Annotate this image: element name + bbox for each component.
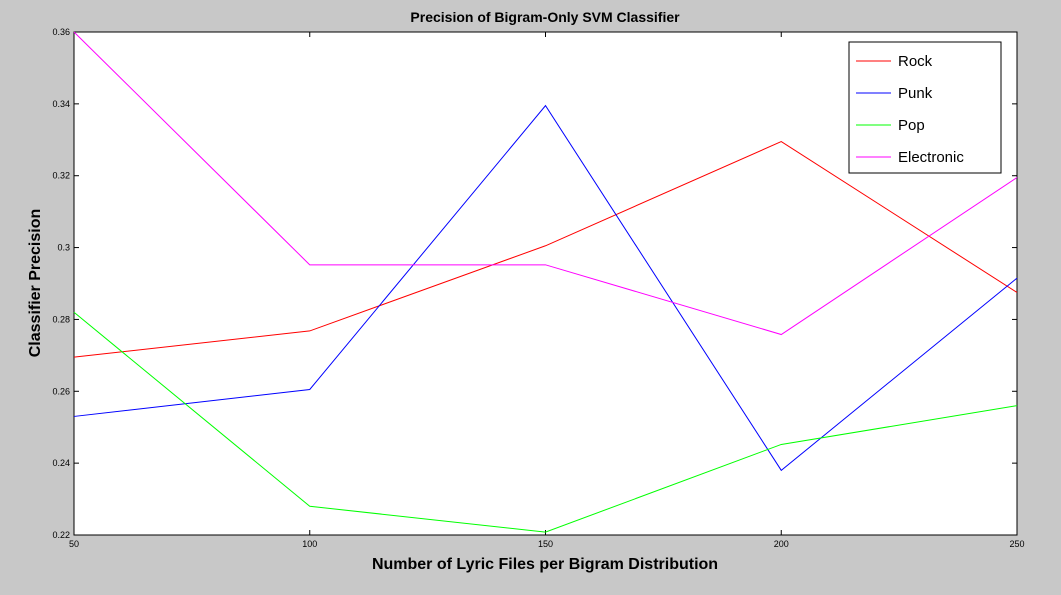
legend-label-pop: Pop (898, 117, 925, 134)
y-tick-label: 0.22 (52, 530, 70, 540)
x-tick-label: 250 (1009, 539, 1024, 549)
y-tick-label: 0.3 (57, 243, 70, 253)
x-tick-label: 200 (774, 539, 789, 549)
legend-box (848, 41, 1002, 174)
series-line-punk (73, 104, 1018, 472)
legend-label-electronic: Electronic (898, 149, 964, 166)
axis-ticks: 50 100 150 200 250 0.22 0.24 0.26 0.28 0.3 0.32 0.3… (52, 27, 1024, 549)
chart-title: Precision of Bigram-Only SVM Classifier (410, 9, 680, 25)
y-axis-title: Classifier Precision (27, 209, 44, 358)
series-line-electronic (73, 31, 1018, 336)
series-line-rock (73, 141, 1018, 358)
x-tick-label: 150 (538, 539, 553, 549)
legend-label-rock: Rock (898, 53, 933, 70)
y-tick-label: 0.32 (52, 171, 70, 181)
x-tick-label: 50 (69, 539, 79, 549)
x-axis-title: Number of Lyric Files per Bigram Distrib… (372, 556, 718, 573)
legend-label-punk: Punk (898, 85, 933, 102)
legend: Rock Punk Pop Electronic (848, 41, 1002, 174)
series-lines (73, 31, 1018, 533)
y-tick-label: 0.28 (52, 314, 70, 324)
series-line-pop (73, 311, 1018, 533)
y-tick-label: 0.34 (52, 99, 70, 109)
y-tick-label: 0.24 (52, 458, 70, 468)
x-tick-label: 100 (302, 539, 317, 549)
y-tick-label: 0.26 (52, 386, 70, 396)
y-tick-label: 0.36 (52, 27, 70, 37)
